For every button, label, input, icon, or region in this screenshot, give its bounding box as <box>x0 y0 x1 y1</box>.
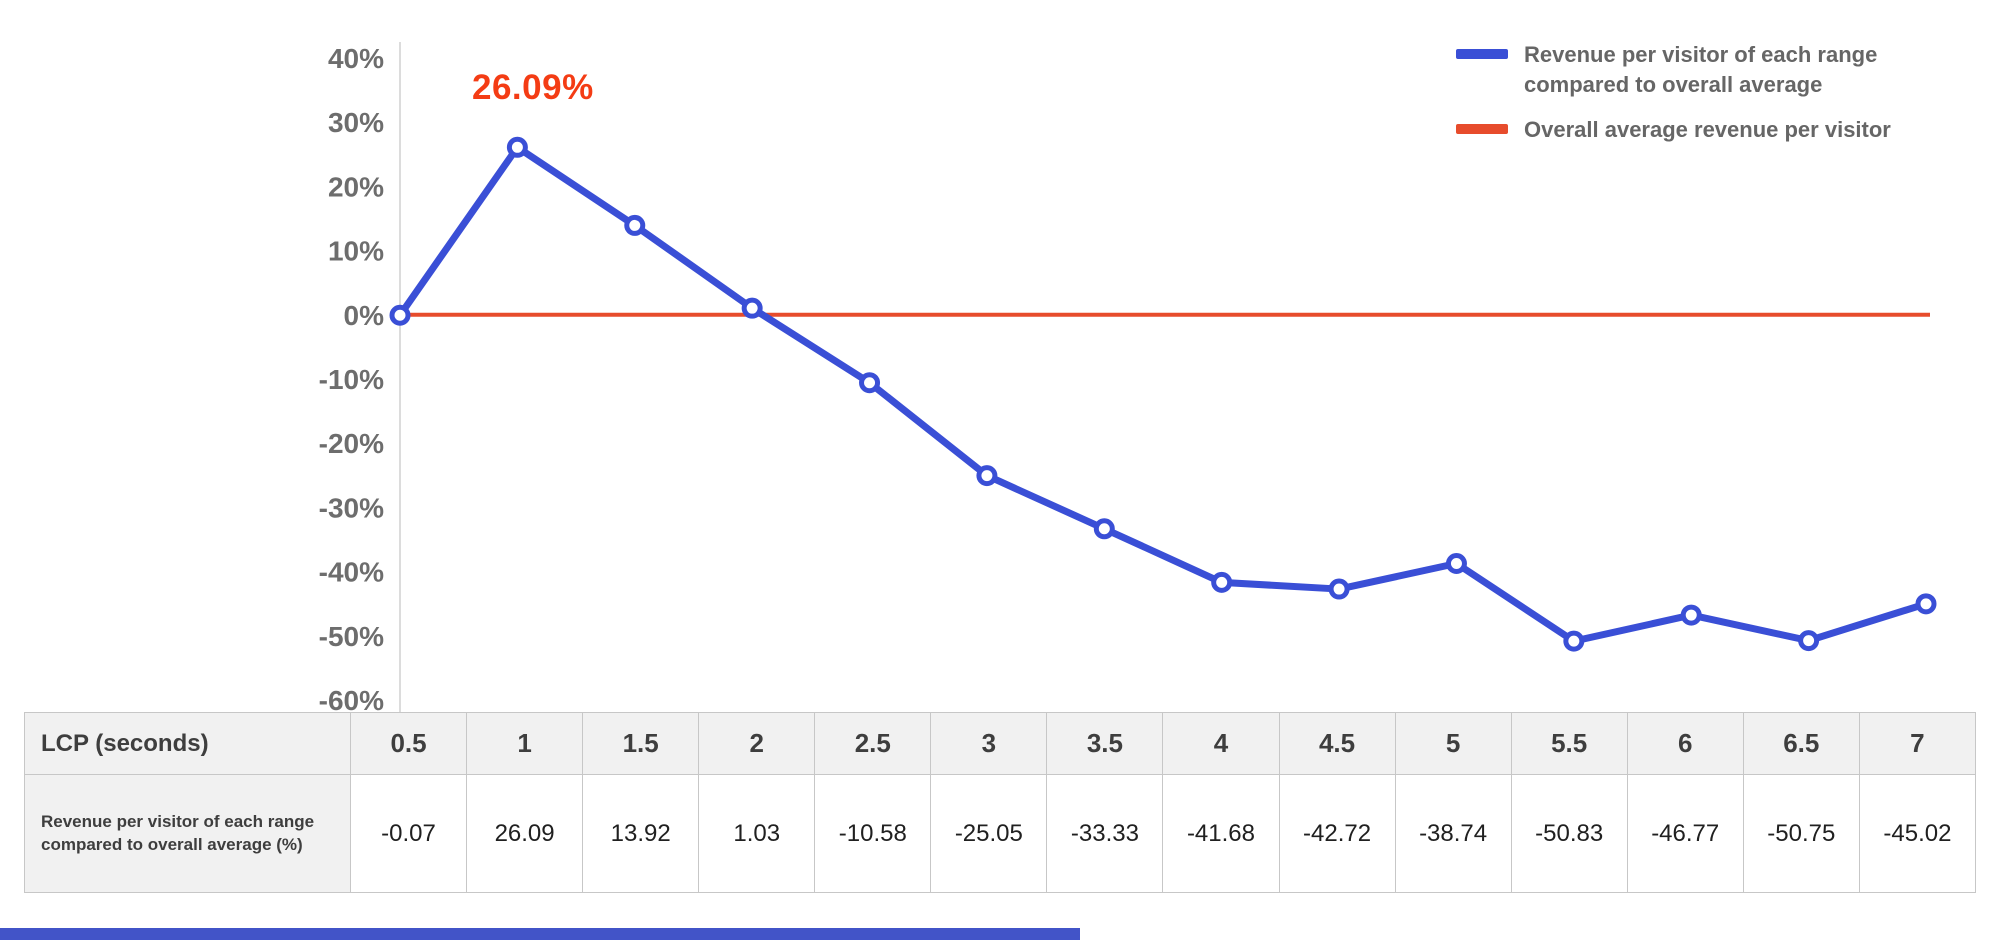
table-cell: -41.68 <box>1162 774 1280 893</box>
data-point-marker <box>389 304 411 326</box>
y-axis-tick-label: 20% <box>328 171 384 202</box>
y-axis-tick-label: -60% <box>319 685 384 712</box>
y-axis-tick-label: -40% <box>319 557 384 588</box>
row-label: Revenue per visitor of each range compar… <box>24 774 351 893</box>
data-point-marker <box>1445 553 1467 575</box>
y-axis-tick-label: 0% <box>344 300 385 331</box>
row-label: LCP (seconds) <box>24 712 351 775</box>
y-axis-tick-label: 10% <box>328 236 384 267</box>
table-cell: 1.5 <box>582 712 700 775</box>
data-point-marker <box>506 136 528 158</box>
table-cell: 6 <box>1626 712 1744 775</box>
table-cell: 4 <box>1162 712 1280 775</box>
y-axis-tick-label: 40% <box>328 43 384 74</box>
table-cell: -45.02 <box>1858 774 1977 893</box>
data-point-marker <box>1211 571 1233 593</box>
table-cell: 2 <box>698 712 816 775</box>
y-axis-tick-label: 30% <box>328 107 384 138</box>
data-point-marker <box>1328 578 1350 600</box>
table-cell: 1 <box>466 712 584 775</box>
table-cell: -25.05 <box>930 774 1048 893</box>
data-point-marker <box>1680 604 1702 626</box>
table-cell: -42.72 <box>1278 774 1396 893</box>
y-axis-tick-label: -10% <box>319 364 384 395</box>
revenue-line <box>396 143 1930 645</box>
table-cell: 13.92 <box>582 774 700 893</box>
data-point-marker <box>1798 630 1820 652</box>
legend-label-overall-average: Overall average revenue per visitor <box>1524 117 1891 143</box>
data-point-marker <box>859 372 881 394</box>
peak-value-annotation: 26.09% <box>472 68 594 107</box>
table-cell: 6.5 <box>1742 712 1860 775</box>
legend-item-range-revenue: Revenue per visitor of each range compar… <box>1456 40 1948 99</box>
data-point-marker <box>1563 630 1585 652</box>
data-point-marker <box>624 214 646 236</box>
y-axis-tick-label: -30% <box>319 492 384 523</box>
data-point-marker <box>976 465 998 487</box>
table-cell: 2.5 <box>814 712 932 775</box>
data-point-marker <box>741 297 763 319</box>
chart-legend: Revenue per visitor of each range compar… <box>1456 40 1948 161</box>
table-cell: 26.09 <box>466 774 584 893</box>
legend-label-range-revenue: Revenue per visitor of each range compar… <box>1524 42 1878 97</box>
table-cell: 7 <box>1858 712 1977 775</box>
table-cell: -50.83 <box>1510 774 1628 893</box>
table-cell: -38.74 <box>1394 774 1512 893</box>
bottom-blue-bar <box>0 928 1080 940</box>
chart-canvas: 40% 30% 20% 10% 0% -10% -20% -30% -40% -50% -60% <box>319 42 1937 712</box>
table-cell: 1.03 <box>698 774 816 893</box>
lcp-data-table: LCP (seconds) 0.5 1 1.5 2 2.5 3 3.5 4 4.5 5 5.5 6 6.5… <box>24 712 1977 893</box>
data-point-marker <box>1915 593 1937 615</box>
table-row-revenue-percent: Revenue per visitor of each range compar… <box>24 774 1977 893</box>
y-axis-tick-label: -50% <box>319 621 384 652</box>
lcp-revenue-chart: 40% 30% 20% 10% 0% -10% -20% -30% -40% -50% -60% 2… <box>319 40 1948 712</box>
table-cell: 4.5 <box>1278 712 1396 775</box>
table-cell: -46.77 <box>1626 774 1744 893</box>
table-cell: 5 <box>1394 712 1512 775</box>
table-cell: -50.75 <box>1742 774 1860 893</box>
legend-swatch-blue-line <box>1456 49 1508 59</box>
table-cell: -33.33 <box>1046 774 1164 893</box>
table-cell: 5.5 <box>1510 712 1628 775</box>
table-cell: -10.58 <box>814 774 932 893</box>
table-cell: 3 <box>930 712 1048 775</box>
table-cell: 0.5 <box>349 712 468 775</box>
legend-swatch-red-line <box>1456 124 1508 135</box>
table-cell: -0.07 <box>349 774 468 893</box>
table-cell: 3.5 <box>1046 712 1164 775</box>
table-row-lcp-seconds: LCP (seconds) 0.5 1 1.5 2 2.5 3 3.5 4 4.5 5 5.5 6 6.5… <box>24 712 1977 775</box>
legend-item-overall-average: Overall average revenue per visitor <box>1456 115 1948 145</box>
data-point-marker <box>1093 518 1115 540</box>
y-axis-tick-label: -20% <box>319 428 384 459</box>
